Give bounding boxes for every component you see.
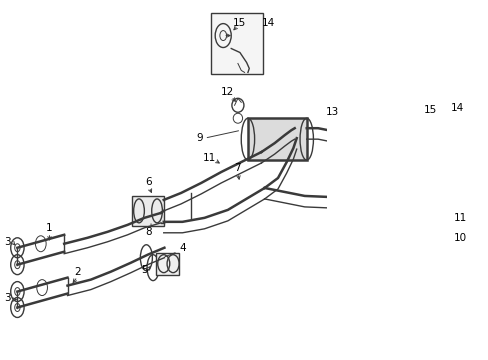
Text: 1: 1 — [46, 223, 53, 233]
Text: 14: 14 — [449, 103, 463, 113]
Text: 15: 15 — [423, 105, 436, 115]
Text: 14: 14 — [261, 18, 274, 28]
Text: 8: 8 — [145, 227, 152, 237]
Text: 10: 10 — [453, 233, 466, 243]
Text: 15: 15 — [233, 18, 246, 28]
Text: 12: 12 — [221, 87, 234, 97]
Bar — [461, 158, 488, 200]
Text: 5: 5 — [141, 265, 147, 275]
Text: 13: 13 — [325, 107, 339, 117]
Text: 3: 3 — [4, 293, 11, 302]
Text: 4: 4 — [179, 243, 185, 253]
Bar — [155, 253, 179, 275]
Text: 7: 7 — [234, 163, 241, 173]
Bar — [211, 13, 263, 75]
Text: 6: 6 — [145, 177, 152, 187]
Text: 2: 2 — [74, 267, 81, 276]
Text: 11: 11 — [453, 213, 466, 223]
Text: 11: 11 — [203, 153, 216, 163]
Bar — [247, 118, 306, 160]
Text: 3: 3 — [4, 237, 11, 247]
Bar — [334, 118, 382, 186]
Text: 9: 9 — [196, 133, 203, 143]
Bar — [131, 196, 163, 226]
Bar — [460, 198, 488, 226]
Bar — [401, 100, 453, 162]
